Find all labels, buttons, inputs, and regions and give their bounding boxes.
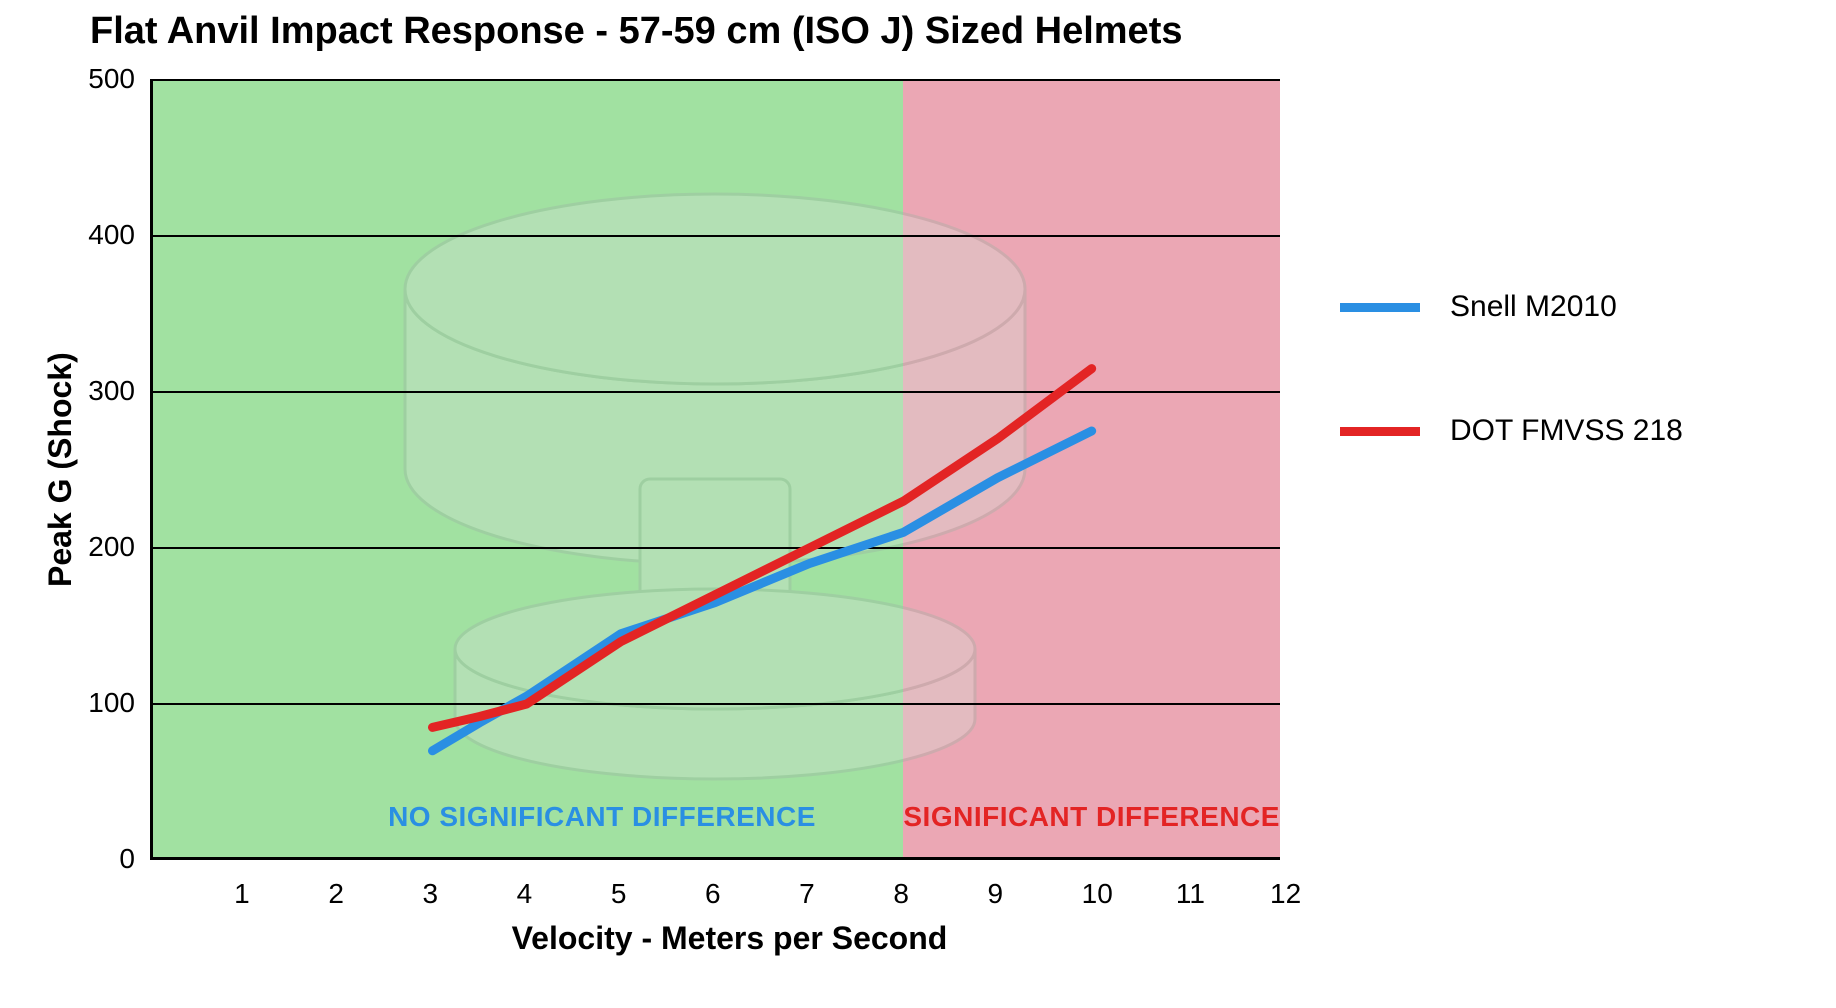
chart-title: Flat Anvil Impact Response - 57-59 cm (I… (90, 10, 1182, 53)
y-tick-label: 300 (88, 375, 135, 407)
plot-area: NO SIGNIFICANT DIFFERENCESIGNIFICANT DIF… (150, 80, 1280, 860)
x-axis-label: Velocity - Meters per Second (512, 920, 948, 957)
data-lines (150, 80, 1280, 860)
legend-swatch (1340, 303, 1420, 312)
y-tick-label: 100 (88, 687, 135, 719)
x-tick-label: 11 (1176, 878, 1205, 910)
y-tick-label: 500 (88, 63, 135, 95)
x-tick-label: 2 (328, 878, 344, 910)
x-tick-label: 4 (517, 878, 533, 910)
series-line (433, 369, 1092, 728)
y-axis-label: Peak G (Shock) (42, 352, 79, 587)
x-tick-label: 1 (234, 878, 250, 910)
x-tick-label: 7 (799, 878, 815, 910)
y-tick-label: 200 (88, 531, 135, 563)
x-tick-label: 12 (1270, 878, 1301, 910)
legend-label: Snell M2010 (1450, 290, 1617, 324)
legend: Snell M2010 DOT FMVSS 218 (1340, 290, 1683, 538)
x-tick-label: 6 (705, 878, 721, 910)
legend-label: DOT FMVSS 218 (1450, 414, 1683, 448)
x-tick-label: 9 (988, 878, 1004, 910)
legend-item: DOT FMVSS 218 (1340, 414, 1683, 448)
y-tick-label: 400 (88, 219, 135, 251)
x-tick-label: 8 (893, 878, 909, 910)
x-tick-label: 10 (1082, 878, 1113, 910)
x-tick-label: 3 (423, 878, 439, 910)
legend-swatch (1340, 427, 1420, 436)
legend-item: Snell M2010 (1340, 290, 1683, 324)
x-tick-label: 5 (611, 878, 627, 910)
y-tick-label: 0 (119, 843, 135, 875)
